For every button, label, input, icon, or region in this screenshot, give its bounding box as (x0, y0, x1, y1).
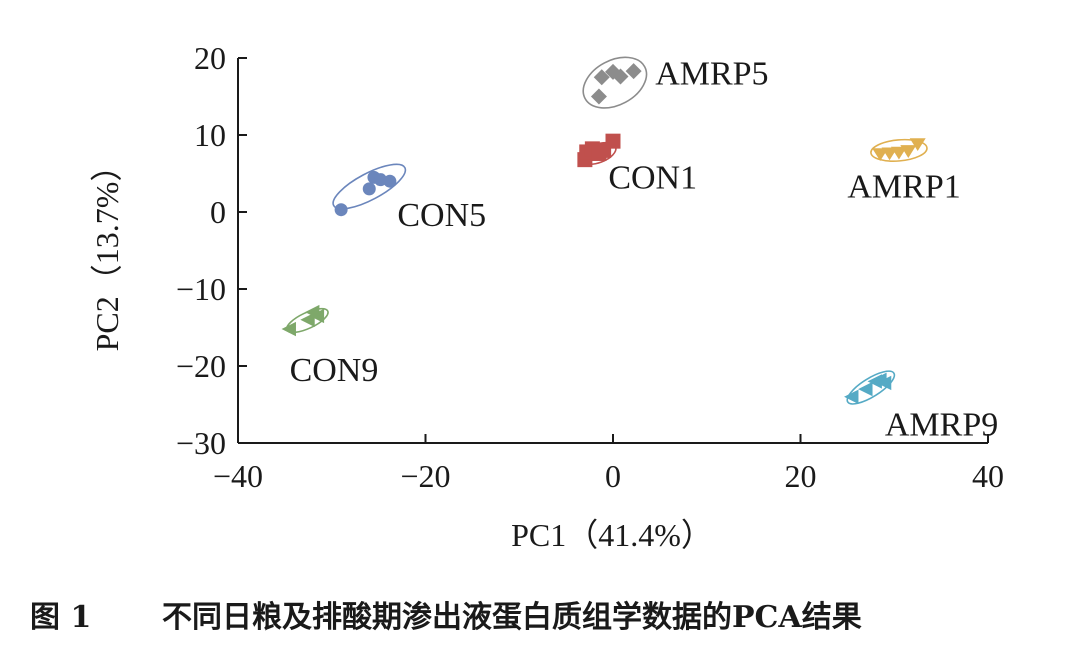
series-amrp5 (582, 56, 648, 109)
pca-scatter-plot: 20 10 0 −10 −20 −30−40 −20 0 20 40 PC1（41.4%） PC2（1… (89, 40, 1004, 553)
data-point (890, 146, 907, 160)
data-point (334, 203, 348, 217)
data-point (909, 138, 926, 152)
group-label-amrp1: AMRP1 (847, 169, 960, 206)
confidence-ellipse-con5 (332, 163, 407, 210)
data-point (362, 182, 376, 196)
y-tick-label: −30 (176, 425, 226, 461)
y-axis-title: PC2（13.7%） (89, 150, 125, 352)
x-tick-label: −20 (400, 458, 450, 494)
group-label-amrp5: AMRP5 (655, 55, 768, 92)
data-point (605, 133, 621, 149)
data-point (383, 174, 397, 188)
x-tick-label: 40 (972, 458, 1004, 494)
confidence-ellipse-amrp5 (582, 56, 648, 109)
confidence-ellipse-amrp9 (846, 370, 896, 405)
series-amrp1 (870, 138, 928, 162)
figure-number: 图 1 (30, 600, 92, 635)
group-label-con9: CON9 (290, 352, 379, 389)
series-con5 (332, 163, 407, 217)
data-point (309, 308, 325, 324)
y-tick-label: 20 (194, 40, 226, 76)
data-point (281, 321, 296, 337)
data-point (858, 381, 873, 397)
data-point (593, 69, 610, 86)
data-point (876, 375, 892, 391)
series-con9 (281, 304, 329, 337)
data-point (612, 68, 629, 85)
group-label-amrp9: AMRP9 (885, 407, 998, 444)
group-label-con5: CON5 (397, 197, 486, 234)
x-tick-label: 20 (785, 458, 817, 494)
figure-caption-text: 不同日粮及排酸期渗出液蛋白质组学数据的PCA结果 (162, 600, 862, 635)
group-label-con1: CON1 (608, 159, 697, 196)
x-tick-label: −40 (213, 458, 263, 494)
y-tick-label: 0 (210, 194, 226, 230)
confidence-ellipse-amrp1 (870, 138, 928, 162)
data-point (900, 145, 917, 158)
series-con1 (577, 133, 621, 168)
data-point (625, 63, 642, 80)
pca-chart: 20 10 0 −10 −20 −30 −40 −20 0 20 40 PC1（41.4%） PC2（1… (89, 40, 1004, 553)
x-axis-title: PC1（41.4%） (511, 517, 713, 553)
y-tick-label: 10 (194, 117, 226, 153)
y-tick-label: −20 (176, 348, 226, 384)
x-tick-label: 0 (605, 458, 621, 494)
y-tick-label: −10 (176, 271, 226, 307)
series-amrp9 (844, 370, 896, 405)
data-point (590, 88, 607, 105)
data-point (844, 389, 859, 404)
